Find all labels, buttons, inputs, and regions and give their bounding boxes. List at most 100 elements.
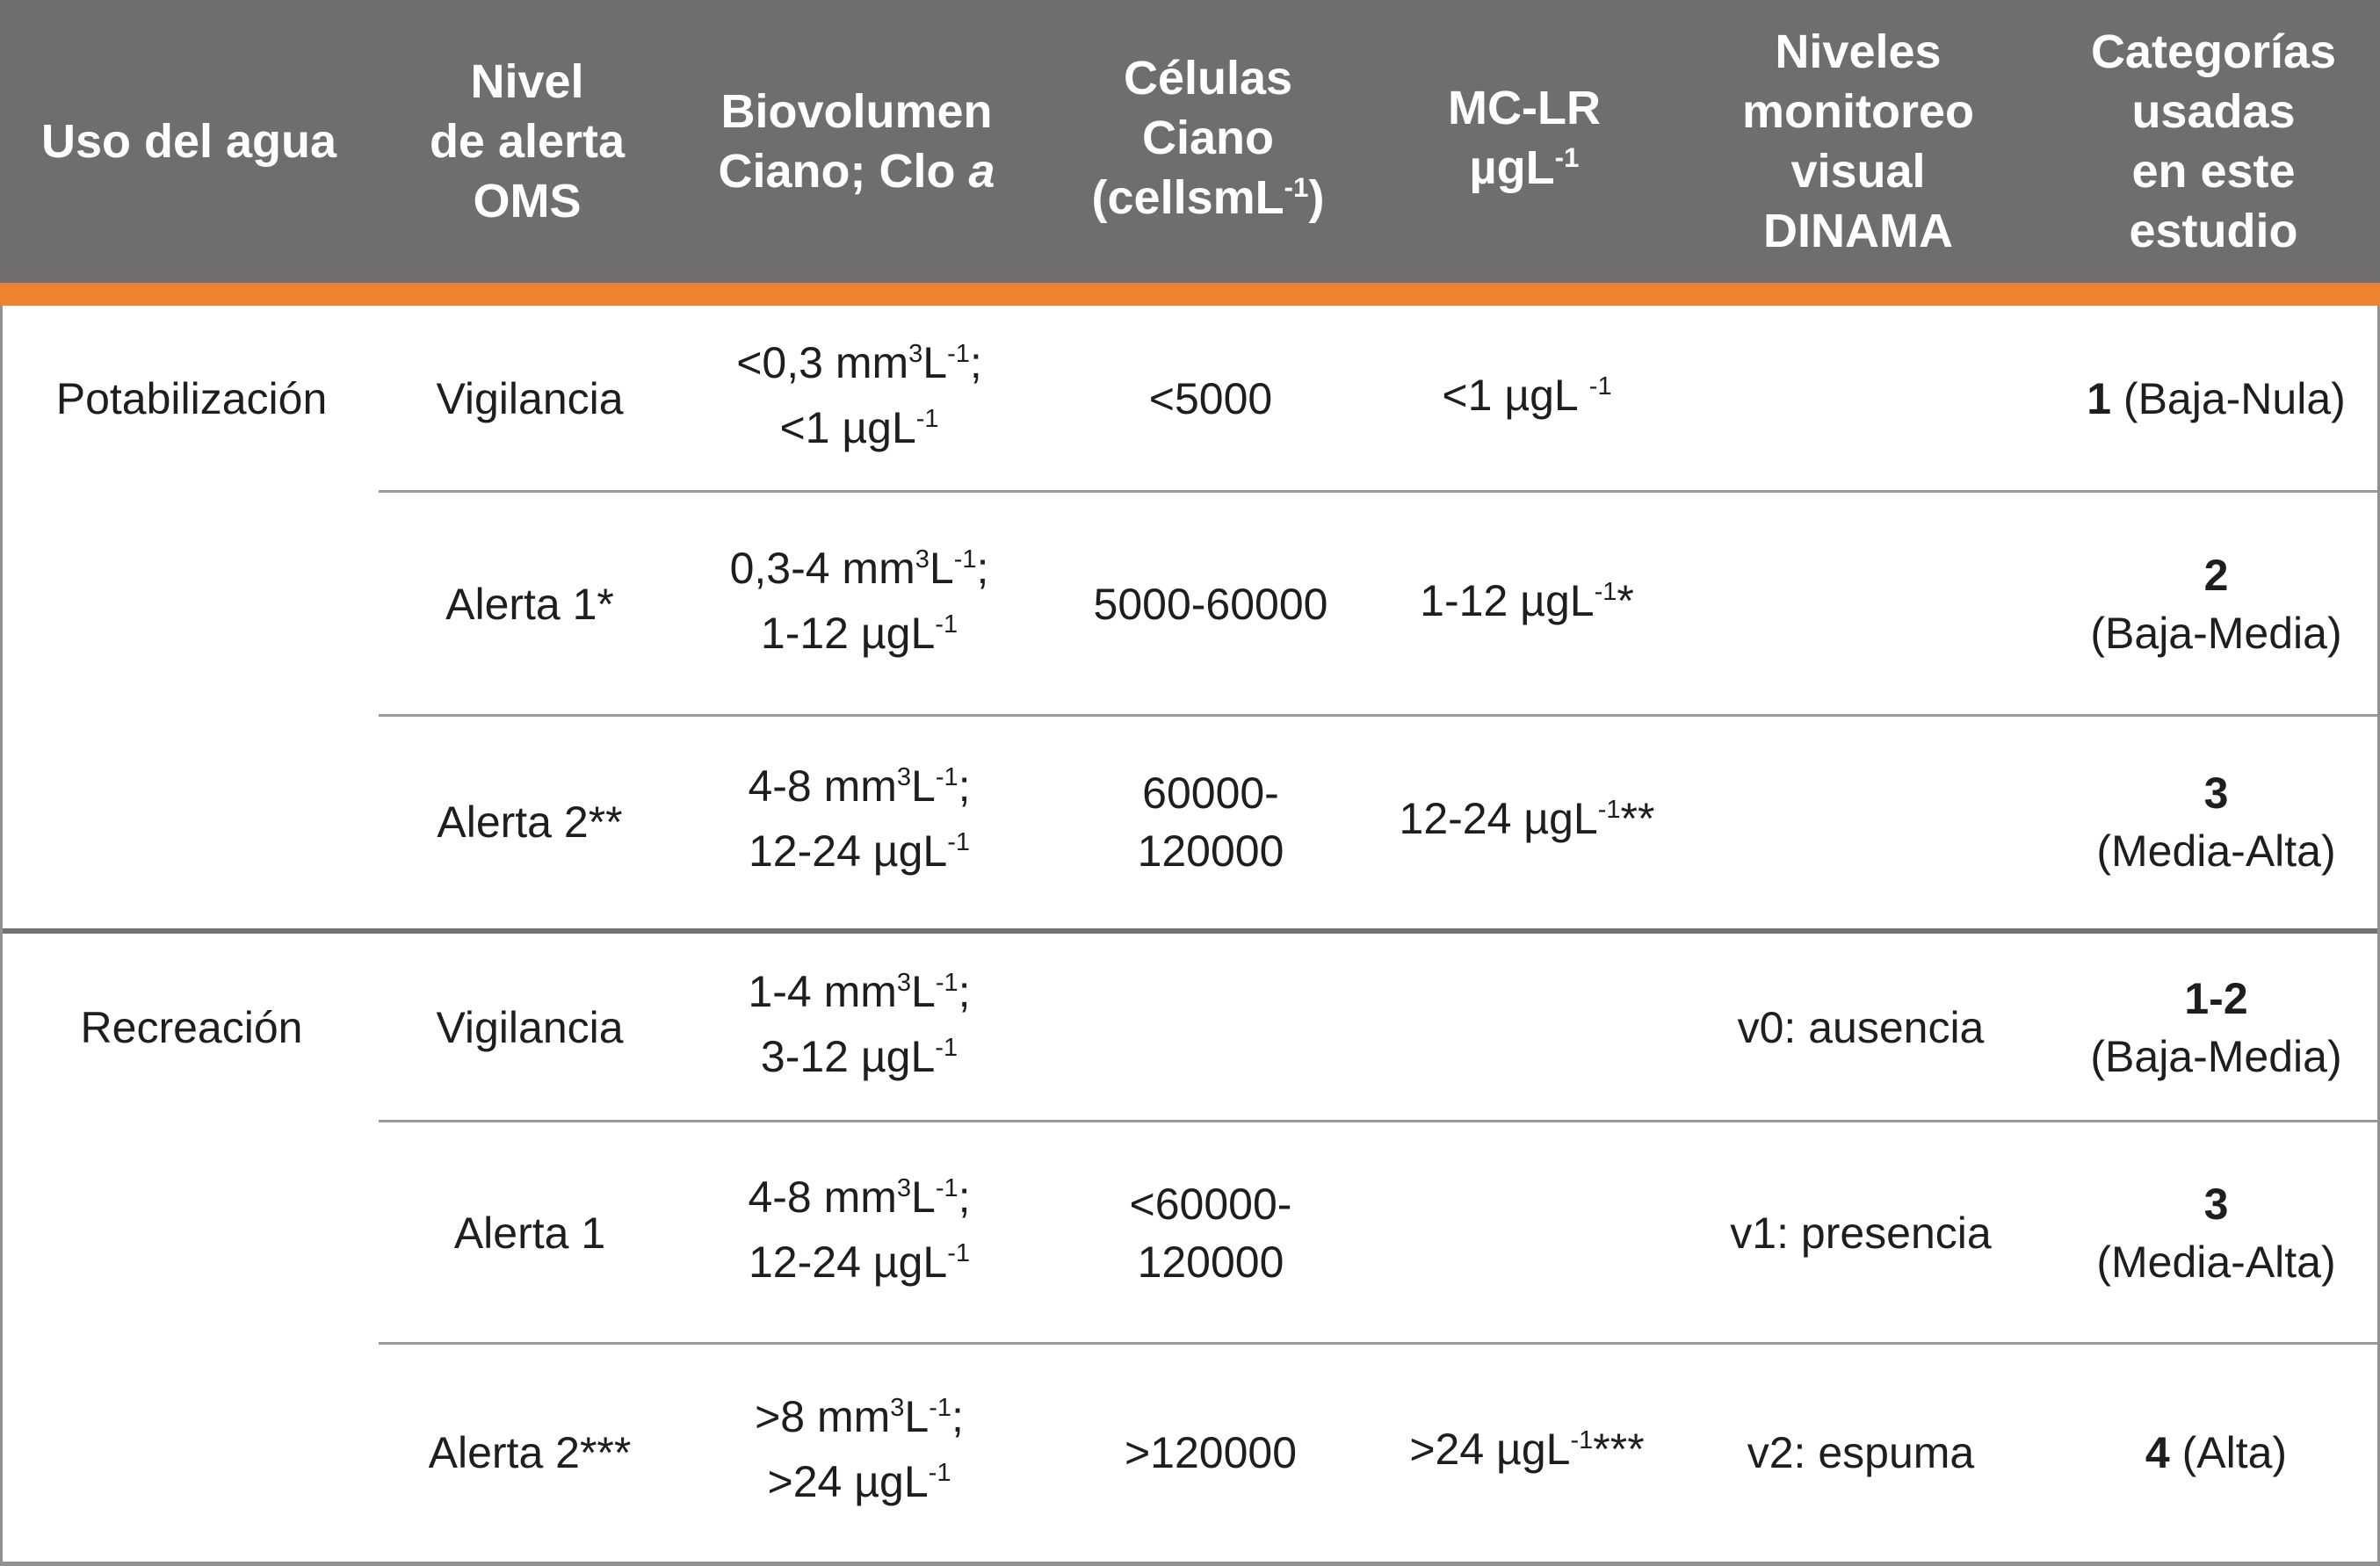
row-divider [379, 1120, 2377, 1122]
row-divider [379, 714, 2377, 717]
cell-celulas-ciano: >120000 [1039, 1344, 1382, 1562]
cell-line: (Media-Alta) [2096, 1237, 2336, 1287]
cell-line: 4-8 mm3L-1; [748, 1172, 971, 1222]
cell-mc-lr [1382, 1122, 1672, 1344]
cell-categorias: 3 (Media-Alta) [2050, 716, 2380, 928]
row-divider [379, 490, 2377, 493]
cell-line: de alerta [429, 115, 626, 168]
table-row: Alerta 2*** >8 mm3L-1; >24 µgL-1 >120000 >24… [3, 1342, 2380, 1562]
cell-niveles-dinama: v1: presencia [1672, 1122, 2050, 1344]
cell-line: Vigilancia [436, 374, 624, 423]
header-cell-categorias: Categorías usadas en este estudio [2047, 0, 2380, 283]
cell-mc-lr: >24 µgL-1*** [1382, 1344, 1672, 1562]
cell-nivel-alerta-oms: Alerta 1 [380, 1122, 679, 1344]
cell-line: <60000- [1129, 1179, 1292, 1229]
header-cell-uso-del-agua: Uso del agua [0, 0, 378, 283]
cell-celulas-ciano: 60000- 120000 [1039, 716, 1382, 928]
cell-line: <5000 [1148, 374, 1273, 423]
cell-niveles-dinama: v0: ausencia [1672, 934, 2050, 1122]
cell-line: 12-24 µgL-1 [749, 826, 970, 876]
cell-nivel-alerta-oms: Alerta 2** [380, 716, 679, 928]
cell-categorias: 1-2 (Baja-Media) [2050, 934, 2380, 1122]
cell-uso-del-agua [3, 1344, 380, 1562]
cell-line: 3 [2203, 1179, 2229, 1229]
cell-celulas-ciano: <5000 [1039, 306, 1382, 492]
cell-line: 4 (Alta) [2145, 1428, 2288, 1477]
cell-line: Células [1123, 52, 1293, 105]
cell-line: (Media-Alta) [2096, 826, 2336, 876]
cell-biovolumen: <0,3 mm3L-1; <1 µgL-1 [679, 306, 1039, 492]
cell-niveles-dinama [1672, 306, 2050, 492]
cell-line: 4-8 mm3L-1; [748, 761, 971, 811]
header-cell-mc-lr: MC-LR µgL-1 [1379, 0, 1669, 283]
cell-line: 12-24 µgL-1 [749, 1237, 970, 1287]
cell-line: monitoreo [1742, 85, 1974, 138]
cell-line: Biovolumen [720, 85, 993, 138]
table-row: Alerta 1* 0,3-4 mm3L-1; 1-12 µgL-1 5000-600… [3, 490, 2380, 716]
table-row: Potabilización Vigilancia <0,3 mm3L-1; <1 µ… [3, 306, 2377, 492]
cell-line: Alerta 1 [453, 1208, 606, 1258]
cell-line: Alerta 2** [437, 797, 623, 847]
cell-categorias: 2 (Baja-Media) [2050, 492, 2380, 716]
cell-line: 12-24 µgL-1** [1399, 794, 1655, 843]
cell-line: 60000- [1142, 769, 1279, 818]
cell-line: Potabilización [55, 374, 328, 423]
cell-categorias: 1 (Baja-Nula) [2050, 306, 2380, 492]
cell-line: 1-12 µgL-1 [760, 608, 959, 658]
cell-niveles-dinama: v2: espuma [1672, 1344, 2050, 1562]
cell-line: (cellsmL-1) [1091, 171, 1325, 224]
table-body: Potabilización Vigilancia <0,3 mm3L-1; <1 µ… [0, 306, 2380, 1566]
cell-line: >24 µgL-1 [767, 1457, 951, 1506]
cell-biovolumen: 4-8 mm3L-1; 12-24 µgL-1 [679, 716, 1039, 928]
cell-mc-lr: <1 µgL -1 [1382, 306, 1672, 492]
cell-line: Ciano; Clo a [718, 145, 995, 198]
cell-nivel-alerta-oms: Alerta 1* [380, 492, 679, 716]
cell-biovolumen: 0,3-4 mm3L-1; 1-12 µgL-1 [679, 492, 1039, 716]
cell-line: 3-12 µgL-1 [760, 1032, 959, 1081]
accent-bar [0, 283, 2380, 306]
cell-line: 1-2 [2184, 974, 2248, 1023]
cell-line: (Baja-Media) [2090, 1032, 2342, 1081]
cell-line: visual [1790, 145, 1926, 198]
cell-line: estudio [2129, 205, 2298, 257]
table-row: Alerta 1 4-8 mm3L-1; 12-24 µgL-1 <60000- 120… [3, 1120, 2380, 1344]
cell-line: v0: ausencia [1737, 1003, 1985, 1052]
cell-biovolumen: 4-8 mm3L-1; 12-24 µgL-1 [679, 1122, 1039, 1344]
cell-line: Alerta 2*** [428, 1428, 632, 1477]
cell-nivel-alerta-oms: Vigilancia [380, 934, 679, 1122]
cell-line: µgL-1 [1469, 141, 1580, 194]
cell-line: Recreación [80, 1003, 303, 1052]
cell-celulas-ciano: <60000- 120000 [1039, 1122, 1382, 1344]
header-cell-celulas-ciano: Células Ciano (cellsmL-1) [1037, 0, 1379, 283]
cell-line: >8 mm3L-1; [755, 1392, 964, 1441]
cell-mc-lr: 12-24 µgL-1** [1382, 716, 1672, 928]
cell-uso-del-agua: Potabilización [3, 306, 380, 492]
table-row: Recreación Vigilancia 1-4 mm3L-1; 3-12 µgL-… [3, 928, 2377, 1122]
cell-line: OMS [473, 175, 582, 227]
cell-line: 2 [2203, 550, 2229, 600]
cell-line: Alerta 1* [445, 579, 614, 629]
cell-mc-lr [1382, 934, 1672, 1122]
cell-line: 1-4 mm3L-1; [748, 967, 971, 1016]
cell-categorias: 4 (Alta) [2050, 1344, 2380, 1562]
cell-line: v2: espuma [1747, 1428, 1975, 1477]
header-cell-biovolumen: Biovolumen Ciano; Clo a [676, 0, 1037, 283]
cell-mc-lr: 1-12 µgL-1* [1382, 492, 1672, 716]
cell-uso-del-agua: Recreación [3, 934, 380, 1122]
cell-line: 1 (Baja-Nula) [2087, 374, 2346, 423]
cell-line: <0,3 mm3L-1; [736, 338, 982, 387]
cell-line: <1 µgL -1 [1442, 371, 1612, 420]
header-cell-niveles-dinama: Niveles monitoreo visual DINAMA [1669, 0, 2047, 283]
cell-line: 120000 [1137, 826, 1284, 876]
cell-line: Niveles [1775, 25, 1942, 78]
cell-line: en este [2131, 145, 2296, 198]
cell-line: 120000 [1137, 1237, 1284, 1287]
cell-categorias: 3 (Media-Alta) [2050, 1122, 2380, 1344]
cell-line: 3 [2203, 769, 2229, 818]
cell-line: Ciano [1141, 112, 1274, 164]
table-header: Uso del agua Nivel de alerta OMS Biovolumen C… [0, 0, 2380, 283]
cell-line: 0,3-4 mm3L-1; [729, 543, 989, 593]
cell-line: v1: presencia [1730, 1208, 1992, 1258]
cell-line: Vigilancia [436, 1003, 624, 1052]
